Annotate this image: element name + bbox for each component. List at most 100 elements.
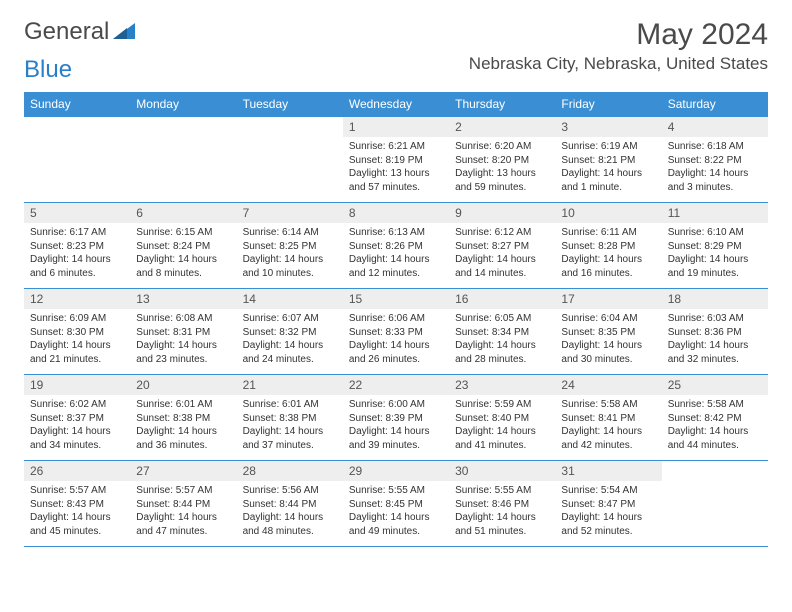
day-details: Sunrise: 5:55 AMSunset: 8:46 PMDaylight:… — [449, 481, 555, 542]
day-number: 24 — [555, 375, 661, 395]
day-number: 9 — [449, 203, 555, 223]
calendar-day-cell: 9Sunrise: 6:12 AMSunset: 8:27 PMDaylight… — [449, 203, 555, 289]
calendar-day-cell: 16Sunrise: 6:05 AMSunset: 8:34 PMDayligh… — [449, 289, 555, 375]
day-number: 31 — [555, 461, 661, 481]
day-details: Sunrise: 6:03 AMSunset: 8:36 PMDaylight:… — [662, 309, 768, 370]
calendar-day-cell: 12Sunrise: 6:09 AMSunset: 8:30 PMDayligh… — [24, 289, 130, 375]
calendar-day-cell: 21Sunrise: 6:01 AMSunset: 8:38 PMDayligh… — [237, 375, 343, 461]
day-number: 19 — [24, 375, 130, 395]
day-details: Sunrise: 5:57 AMSunset: 8:44 PMDaylight:… — [130, 481, 236, 542]
day-details: Sunrise: 6:18 AMSunset: 8:22 PMDaylight:… — [662, 137, 768, 198]
day-number: 6 — [130, 203, 236, 223]
day-details: Sunrise: 6:19 AMSunset: 8:21 PMDaylight:… — [555, 137, 661, 198]
day-details: Sunrise: 6:08 AMSunset: 8:31 PMDaylight:… — [130, 309, 236, 370]
calendar-day-cell: 27Sunrise: 5:57 AMSunset: 8:44 PMDayligh… — [130, 461, 236, 547]
day-number: 3 — [555, 117, 661, 137]
day-details: Sunrise: 5:54 AMSunset: 8:47 PMDaylight:… — [555, 481, 661, 542]
calendar-body: 1Sunrise: 6:21 AMSunset: 8:19 PMDaylight… — [24, 117, 768, 547]
logo: General — [24, 18, 135, 46]
calendar-day-cell: 24Sunrise: 5:58 AMSunset: 8:41 PMDayligh… — [555, 375, 661, 461]
calendar-week-row: 19Sunrise: 6:02 AMSunset: 8:37 PMDayligh… — [24, 375, 768, 461]
day-number: 20 — [130, 375, 236, 395]
day-number: 10 — [555, 203, 661, 223]
day-number: 4 — [662, 117, 768, 137]
day-number: 25 — [662, 375, 768, 395]
weekday-header: Thursday — [449, 92, 555, 117]
calendar-day-cell: 23Sunrise: 5:59 AMSunset: 8:40 PMDayligh… — [449, 375, 555, 461]
day-details: Sunrise: 6:01 AMSunset: 8:38 PMDaylight:… — [237, 395, 343, 456]
calendar-weekday-header: SundayMondayTuesdayWednesdayThursdayFrid… — [24, 92, 768, 117]
day-number: 26 — [24, 461, 130, 481]
calendar-week-row: 5Sunrise: 6:17 AMSunset: 8:23 PMDaylight… — [24, 203, 768, 289]
calendar-day-cell: 6Sunrise: 6:15 AMSunset: 8:24 PMDaylight… — [130, 203, 236, 289]
day-details: Sunrise: 6:06 AMSunset: 8:33 PMDaylight:… — [343, 309, 449, 370]
day-number: 29 — [343, 461, 449, 481]
calendar-day-cell: 15Sunrise: 6:06 AMSunset: 8:33 PMDayligh… — [343, 289, 449, 375]
day-details: Sunrise: 6:09 AMSunset: 8:30 PMDaylight:… — [24, 309, 130, 370]
calendar-day-cell: 19Sunrise: 6:02 AMSunset: 8:37 PMDayligh… — [24, 375, 130, 461]
day-details: Sunrise: 5:57 AMSunset: 8:43 PMDaylight:… — [24, 481, 130, 542]
calendar-day-cell: 3Sunrise: 6:19 AMSunset: 8:21 PMDaylight… — [555, 117, 661, 203]
day-details: Sunrise: 5:58 AMSunset: 8:42 PMDaylight:… — [662, 395, 768, 456]
calendar-day-cell: 5Sunrise: 6:17 AMSunset: 8:23 PMDaylight… — [24, 203, 130, 289]
day-details: Sunrise: 6:15 AMSunset: 8:24 PMDaylight:… — [130, 223, 236, 284]
day-number: 5 — [24, 203, 130, 223]
day-details: Sunrise: 5:58 AMSunset: 8:41 PMDaylight:… — [555, 395, 661, 456]
day-number: 30 — [449, 461, 555, 481]
calendar-day-cell: 28Sunrise: 5:56 AMSunset: 8:44 PMDayligh… — [237, 461, 343, 547]
day-details: Sunrise: 5:59 AMSunset: 8:40 PMDaylight:… — [449, 395, 555, 456]
calendar-week-row: 12Sunrise: 6:09 AMSunset: 8:30 PMDayligh… — [24, 289, 768, 375]
calendar-day-cell: 29Sunrise: 5:55 AMSunset: 8:45 PMDayligh… — [343, 461, 449, 547]
day-details: Sunrise: 6:02 AMSunset: 8:37 PMDaylight:… — [24, 395, 130, 456]
calendar-day-cell: 10Sunrise: 6:11 AMSunset: 8:28 PMDayligh… — [555, 203, 661, 289]
day-details: Sunrise: 6:01 AMSunset: 8:38 PMDaylight:… — [130, 395, 236, 456]
weekday-header: Tuesday — [237, 92, 343, 117]
day-number: 22 — [343, 375, 449, 395]
weekday-header: Friday — [555, 92, 661, 117]
day-number: 13 — [130, 289, 236, 309]
calendar-day-cell: 20Sunrise: 6:01 AMSunset: 8:38 PMDayligh… — [130, 375, 236, 461]
calendar-day-cell: 25Sunrise: 5:58 AMSunset: 8:42 PMDayligh… — [662, 375, 768, 461]
calendar-day-cell — [130, 117, 236, 203]
logo-text-part1: General — [24, 18, 109, 46]
weekday-header: Saturday — [662, 92, 768, 117]
month-title: May 2024 — [469, 18, 768, 52]
calendar-day-cell: 31Sunrise: 5:54 AMSunset: 8:47 PMDayligh… — [555, 461, 661, 547]
day-number: 23 — [449, 375, 555, 395]
weekday-header: Wednesday — [343, 92, 449, 117]
day-details: Sunrise: 6:07 AMSunset: 8:32 PMDaylight:… — [237, 309, 343, 370]
calendar-day-cell: 8Sunrise: 6:13 AMSunset: 8:26 PMDaylight… — [343, 203, 449, 289]
location-text: Nebraska City, Nebraska, United States — [469, 54, 768, 74]
day-number: 12 — [24, 289, 130, 309]
day-number: 7 — [237, 203, 343, 223]
day-details: Sunrise: 6:11 AMSunset: 8:28 PMDaylight:… — [555, 223, 661, 284]
day-details: Sunrise: 6:20 AMSunset: 8:20 PMDaylight:… — [449, 137, 555, 198]
day-number: 21 — [237, 375, 343, 395]
calendar-day-cell — [662, 461, 768, 547]
day-details: Sunrise: 5:56 AMSunset: 8:44 PMDaylight:… — [237, 481, 343, 542]
day-number: 27 — [130, 461, 236, 481]
calendar-day-cell: 4Sunrise: 6:18 AMSunset: 8:22 PMDaylight… — [662, 117, 768, 203]
logo-triangle-icon — [113, 18, 135, 46]
day-details: Sunrise: 6:04 AMSunset: 8:35 PMDaylight:… — [555, 309, 661, 370]
day-details: Sunrise: 5:55 AMSunset: 8:45 PMDaylight:… — [343, 481, 449, 542]
day-number: 8 — [343, 203, 449, 223]
day-details: Sunrise: 6:21 AMSunset: 8:19 PMDaylight:… — [343, 137, 449, 198]
calendar-day-cell: 11Sunrise: 6:10 AMSunset: 8:29 PMDayligh… — [662, 203, 768, 289]
calendar-day-cell: 26Sunrise: 5:57 AMSunset: 8:43 PMDayligh… — [24, 461, 130, 547]
calendar-table: SundayMondayTuesdayWednesdayThursdayFrid… — [24, 92, 768, 547]
calendar-day-cell: 18Sunrise: 6:03 AMSunset: 8:36 PMDayligh… — [662, 289, 768, 375]
day-number: 16 — [449, 289, 555, 309]
day-details: Sunrise: 6:13 AMSunset: 8:26 PMDaylight:… — [343, 223, 449, 284]
calendar-week-row: 1Sunrise: 6:21 AMSunset: 8:19 PMDaylight… — [24, 117, 768, 203]
calendar-week-row: 26Sunrise: 5:57 AMSunset: 8:43 PMDayligh… — [24, 461, 768, 547]
day-details: Sunrise: 6:05 AMSunset: 8:34 PMDaylight:… — [449, 309, 555, 370]
weekday-header: Sunday — [24, 92, 130, 117]
calendar-day-cell: 1Sunrise: 6:21 AMSunset: 8:19 PMDaylight… — [343, 117, 449, 203]
day-number: 18 — [662, 289, 768, 309]
day-number: 15 — [343, 289, 449, 309]
title-block: May 2024 Nebraska City, Nebraska, United… — [469, 18, 768, 74]
calendar-day-cell: 2Sunrise: 6:20 AMSunset: 8:20 PMDaylight… — [449, 117, 555, 203]
day-number: 17 — [555, 289, 661, 309]
day-details: Sunrise: 6:14 AMSunset: 8:25 PMDaylight:… — [237, 223, 343, 284]
